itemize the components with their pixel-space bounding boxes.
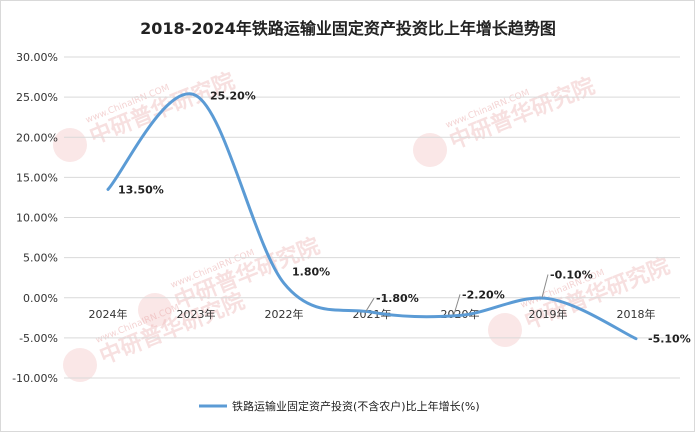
data-label: -1.80% [376, 292, 419, 305]
series-line [106, 92, 638, 341]
y-tick-label: 0.00% [23, 292, 58, 305]
chart-title: 2018-2024年铁路运输业固定资产投资比上年增长趋势图 [140, 19, 556, 38]
x-tick-label: 2023年 [177, 307, 216, 321]
y-tick-label: 20.00% [16, 131, 58, 144]
data-label: 25.20% [210, 90, 256, 103]
leader-line [365, 297, 375, 312]
watermark-logo-icon [53, 128, 87, 162]
data-label: -0.10% [550, 269, 593, 282]
leader-line [541, 274, 549, 298]
leader-line [453, 294, 461, 315]
y-tick-label: 10.00% [16, 212, 58, 225]
y-tick-label: 5.00% [23, 252, 58, 265]
data-label: 13.50% [118, 183, 164, 196]
watermark-logo-icon [63, 348, 97, 382]
x-tick-label: 2019年 [529, 307, 568, 321]
watermark-logo-icon [413, 133, 447, 167]
data-label: 1.80% [292, 265, 330, 278]
x-tick-label: 2022年 [265, 307, 304, 321]
legend: 铁路运输业固定资产投资(不含农户)比上年增长(%) [199, 399, 480, 413]
watermark-logo-icon [488, 313, 522, 347]
legend-label: 铁路运输业固定资产投资(不含农户)比上年增长(%) [232, 399, 480, 413]
watermark-logo-icon [138, 293, 172, 327]
data-label: -2.20% [462, 288, 505, 301]
x-tick-label: 2024年 [89, 307, 128, 321]
y-tick-label: 25.00% [16, 91, 58, 104]
y-tick-label: 30.00% [16, 51, 58, 64]
y-axis-ticks: 30.00% 25.00% 20.00% 15.00% 10.00% 5.00% 0.00%… [12, 51, 58, 385]
data-labels: 13.50% 25.20% 1.80% -1.80% -2.20% -0.10% -5.10… [118, 90, 691, 346]
y-tick-label: -10.00% [12, 372, 58, 385]
y-tick-label: 15.00% [16, 171, 58, 184]
gridlines [64, 56, 680, 379]
label-leader-lines [365, 274, 549, 315]
data-label: -5.10% [648, 333, 691, 346]
y-tick-label: -5.00% [19, 332, 58, 345]
x-tick-label: 2018年 [617, 307, 656, 321]
